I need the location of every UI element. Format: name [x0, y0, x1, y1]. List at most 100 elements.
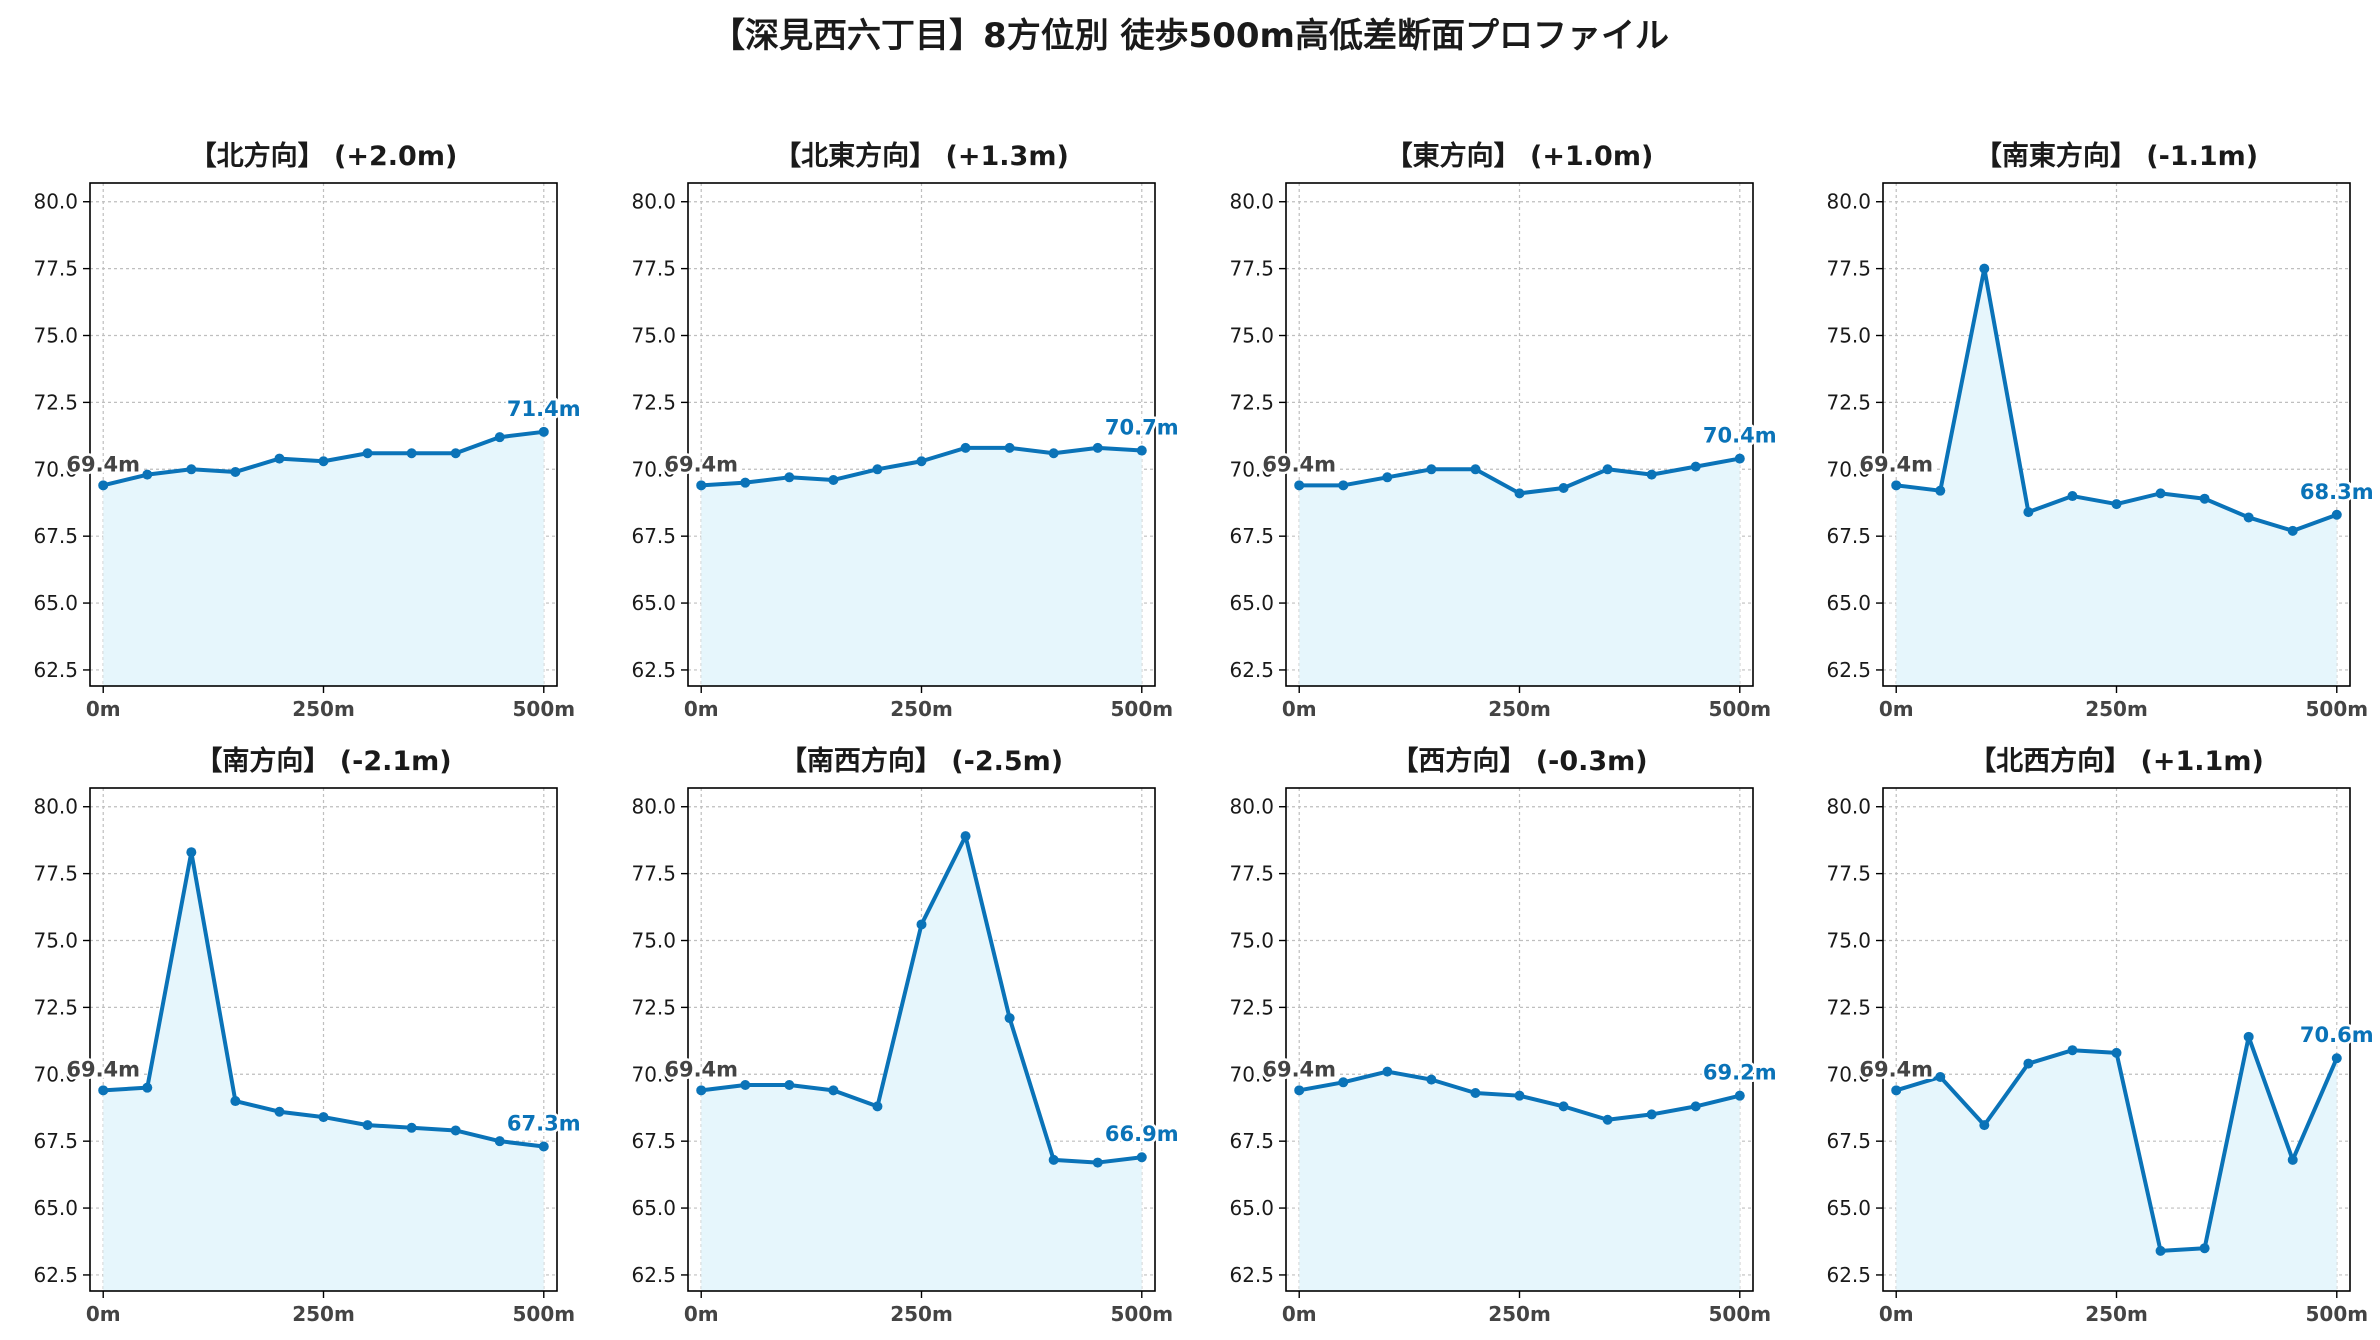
x-tick-label: 0m: [1879, 1302, 1914, 1326]
data-point: [960, 831, 971, 842]
start-label: 69.4m: [664, 1057, 738, 1081]
end-label-halo: 70.4m: [1703, 424, 1777, 448]
end-label-halo: 70.6m: [2300, 1023, 2374, 1047]
data-point: [1602, 1114, 1613, 1125]
data-point: [1690, 461, 1701, 472]
profile-area: [1896, 268, 2337, 686]
data-point: [2023, 1058, 2034, 1069]
data-point: [1935, 485, 1946, 496]
x-tick-label: 250m: [2085, 1302, 2148, 1326]
data-point: [740, 477, 751, 488]
x-tick-label: 250m: [292, 1302, 355, 1326]
subplot-title: 【南方向】 (-2.1m): [195, 745, 451, 777]
subplot-3: 【南東方向】 (-1.1m) 62.5 65.0 67.5 70.0 72.5 75.0 77…: [1826, 140, 2376, 721]
x-tick-label: 500m: [512, 1302, 575, 1326]
y-tick-label: 77.5: [33, 862, 78, 886]
y-tick-label: 70.0: [33, 457, 78, 481]
start-label: 69.4m: [66, 452, 140, 476]
y-tick-label: 65.0: [1229, 591, 1274, 615]
x-tick-label: 250m: [1488, 1302, 1551, 1326]
data-point: [1004, 1013, 1015, 1024]
end-label-halo: 68.3m: [2300, 480, 2374, 504]
data-point: [1136, 445, 1147, 456]
start-label-halo: 69.4m: [664, 1057, 738, 1081]
x-tick-label: 0m: [684, 697, 719, 721]
y-tick-label: 77.5: [1826, 862, 1871, 886]
data-point: [872, 464, 883, 475]
y-tick-label: 75.0: [1826, 929, 1871, 953]
subplot-title: 【南西方向】 (-2.5m): [780, 745, 1063, 777]
data-point: [230, 466, 241, 477]
y-tick-label: 72.5: [1229, 390, 1274, 414]
y-tick-label: 77.5: [1229, 862, 1274, 886]
data-point: [1048, 1154, 1059, 1165]
end-label: 67.3m: [507, 1112, 581, 1136]
data-point: [2331, 509, 2342, 520]
y-tick-label: 72.5: [631, 390, 676, 414]
data-point: [828, 474, 839, 485]
y-tick-label: 72.5: [1826, 390, 1871, 414]
x-tick-label: 0m: [86, 1302, 121, 1326]
subplot-title: 【西方向】 (-0.3m): [1391, 745, 1647, 777]
data-point: [98, 480, 109, 491]
data-point: [1734, 453, 1745, 464]
data-point: [186, 847, 197, 858]
data-point: [2243, 1031, 2254, 1042]
subplot-4: 【南方向】 (-2.1m) 62.5 65.0 67.5 70.0 72.5 75.0 77.…: [33, 745, 583, 1326]
y-tick-label: 70.0: [1229, 457, 1274, 481]
x-tick-label: 250m: [890, 697, 953, 721]
y-tick-label: 80.0: [33, 795, 78, 819]
data-point: [1092, 1157, 1103, 1168]
y-tick-label: 72.5: [1826, 995, 1871, 1019]
y-tick-label: 65.0: [1826, 591, 1871, 615]
y-tick-label: 62.5: [1826, 658, 1871, 682]
y-tick-label: 70.0: [33, 1062, 78, 1086]
data-point: [2111, 1047, 2122, 1058]
data-point: [960, 442, 971, 453]
y-tick-label: 70.0: [631, 457, 676, 481]
data-point: [274, 1106, 285, 1117]
x-tick-label: 0m: [1282, 697, 1317, 721]
end-label: 66.9m: [1105, 1122, 1179, 1146]
y-tick-label: 65.0: [1229, 1196, 1274, 1220]
data-point: [1979, 1120, 1990, 1131]
y-tick-label: 67.5: [1229, 524, 1274, 548]
data-point: [784, 1079, 795, 1090]
data-point: [2155, 488, 2166, 499]
data-point: [916, 456, 927, 467]
start-label-halo: 69.4m: [664, 452, 738, 476]
y-tick-label: 62.5: [631, 1263, 676, 1287]
data-point: [1092, 442, 1103, 453]
y-tick-label: 67.5: [33, 1129, 78, 1153]
profile-area: [1896, 1036, 2337, 1291]
x-tick-label: 250m: [292, 697, 355, 721]
data-point: [1048, 448, 1059, 459]
y-tick-label: 72.5: [33, 995, 78, 1019]
data-point: [1935, 1071, 1946, 1082]
data-point: [1558, 1101, 1569, 1112]
data-point: [2067, 1045, 2078, 1056]
x-tick-label: 0m: [1282, 1302, 1317, 1326]
data-point: [494, 432, 505, 443]
subplot-title: 【北方向】 (+2.0m): [190, 140, 458, 172]
y-tick-label: 62.5: [1229, 1263, 1274, 1287]
y-tick-label: 70.0: [631, 1062, 676, 1086]
profile-area: [103, 852, 544, 1291]
data-point: [2111, 499, 2122, 510]
data-point: [2287, 1154, 2298, 1165]
data-point: [362, 448, 373, 459]
y-tick-label: 75.0: [631, 929, 676, 953]
x-tick-label: 0m: [1879, 697, 1914, 721]
subplot-title: 【北西方向】 (+1.1m): [1969, 745, 2264, 777]
end-label: 71.4m: [507, 397, 581, 421]
data-point: [1338, 1077, 1349, 1088]
data-point: [406, 448, 417, 459]
y-tick-label: 72.5: [631, 995, 676, 1019]
data-point: [538, 426, 549, 437]
data-point: [538, 1141, 549, 1152]
data-point: [1426, 1074, 1437, 1085]
y-tick-label: 80.0: [1826, 190, 1871, 214]
profile-area: [701, 836, 1142, 1291]
figure-title: 【深見西六丁目】8方位別 徒歩500m高低差断面プロファイル: [711, 16, 1669, 56]
data-point: [1338, 480, 1349, 491]
